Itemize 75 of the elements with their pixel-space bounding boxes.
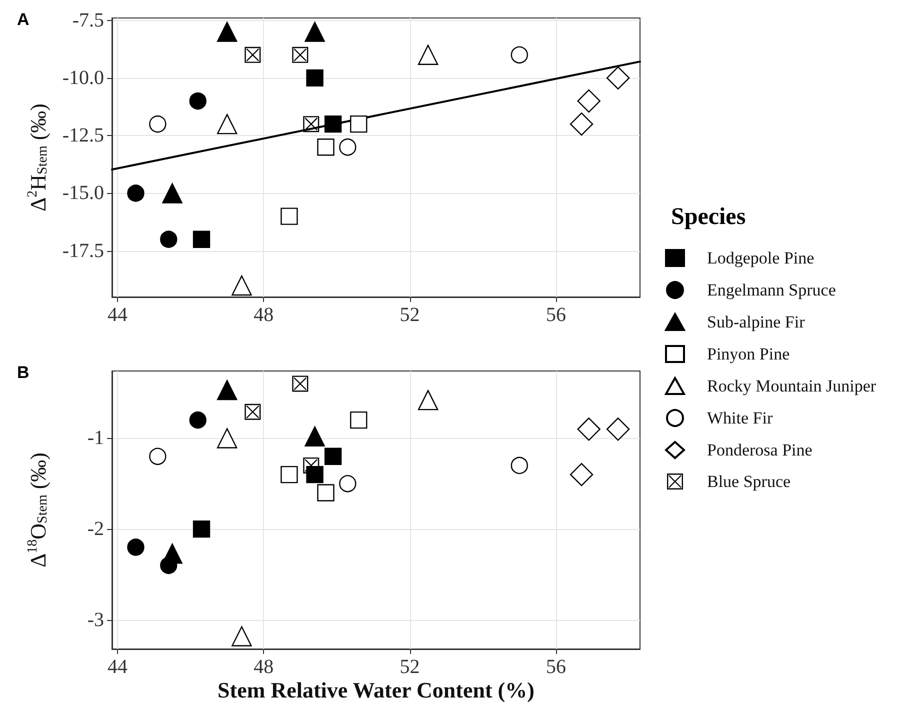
point	[339, 138, 356, 156]
y-axis-title: Δ2HStem (‰)	[26, 104, 50, 212]
point	[324, 448, 342, 465]
point	[292, 376, 308, 392]
point	[160, 230, 178, 248]
point	[418, 44, 438, 65]
x-axis-title: Stem Relative Water Content (%)	[218, 678, 534, 702]
point	[280, 466, 298, 484]
point	[510, 456, 528, 474]
y-tick-label: -10.0	[62, 66, 104, 89]
point	[570, 112, 594, 136]
point	[350, 115, 368, 133]
x-tick-label: 52	[400, 304, 420, 326]
point	[317, 484, 334, 502]
legend-label: Engelmann Spruce	[707, 280, 836, 300]
legend-label: Rocky Mountain Juniper	[707, 376, 876, 396]
point	[162, 183, 182, 204]
point	[317, 138, 334, 156]
point	[244, 46, 261, 63]
point	[303, 116, 320, 132]
point	[339, 475, 356, 492]
x-tick-label: 48	[254, 656, 274, 678]
point	[192, 520, 210, 538]
y-axis-title: Δ18OStem (‰)	[26, 452, 50, 568]
point	[306, 69, 324, 87]
point	[324, 115, 342, 133]
x-tick-label: 44	[107, 304, 128, 326]
y-tick-label: -3	[87, 608, 104, 631]
point	[304, 22, 325, 42]
point	[192, 230, 210, 248]
point	[418, 390, 438, 410]
chart-title: B	[17, 363, 30, 382]
legend-label: Lodgepole Pine	[707, 248, 814, 268]
legend-label: Ponderosa Pine	[707, 440, 812, 460]
legend-label: Blue Spruce	[707, 472, 791, 491]
point	[303, 457, 320, 474]
point	[510, 46, 528, 64]
legend-label: Pinyon Pine	[707, 344, 790, 364]
y-tick-label: -12.5	[62, 124, 104, 147]
x-tick-label: 56	[546, 656, 566, 678]
point	[577, 418, 600, 441]
x-tick-label: 52	[400, 656, 420, 678]
point	[280, 208, 298, 225]
legend-title: Species	[671, 204, 746, 230]
y-tick-label: -7.5	[72, 9, 104, 32]
point	[577, 89, 600, 113]
y-tick-label: -2	[87, 518, 104, 540]
y-tick-label: -1	[87, 427, 104, 450]
x-tick-label: 44	[107, 656, 128, 678]
point	[606, 418, 630, 441]
point	[606, 66, 630, 90]
point	[189, 411, 206, 429]
legend-label: Sub-alpine Fir	[707, 312, 806, 332]
point	[149, 448, 166, 465]
chart-title: A	[17, 10, 30, 29]
point	[127, 538, 144, 556]
point	[350, 411, 368, 429]
point	[189, 92, 206, 110]
point	[292, 46, 308, 63]
legend-label: White Fir	[707, 408, 773, 428]
point	[217, 22, 238, 42]
point	[570, 462, 594, 486]
y-tick-label: -17.5	[62, 240, 104, 262]
point	[244, 404, 261, 420]
x-tick-label: 48	[254, 304, 274, 326]
point	[217, 380, 238, 400]
point	[232, 626, 252, 646]
point	[217, 428, 238, 448]
point	[217, 114, 238, 134]
point	[232, 275, 252, 296]
point	[304, 426, 325, 447]
point	[149, 115, 166, 133]
y-tick-label: -15.0	[62, 182, 104, 204]
x-tick-label: 56	[546, 304, 566, 326]
point	[127, 184, 144, 202]
